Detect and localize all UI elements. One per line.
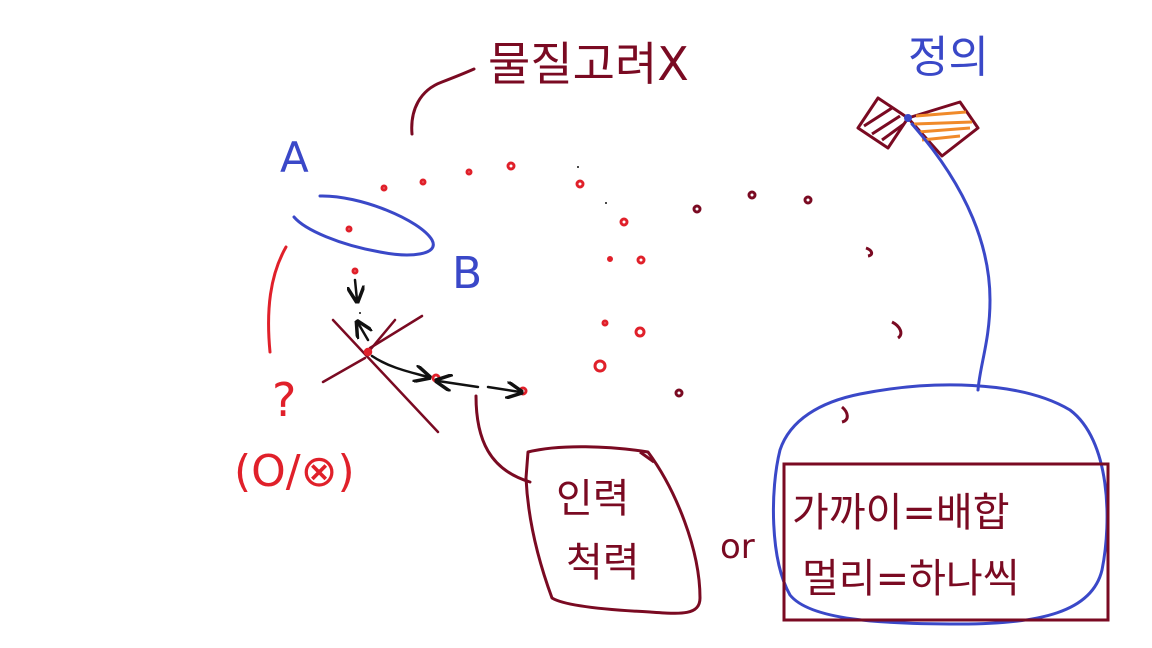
- label-a-group: A: [280, 133, 435, 257]
- cluster-line: [321, 356, 367, 384]
- bowtie-right-wing: [906, 100, 980, 158]
- particle-dot: [593, 359, 607, 373]
- rule-box-oval: [771, 383, 1109, 626]
- particle-dot: [619, 217, 629, 227]
- particle-hook: [865, 246, 874, 258]
- force-repulsion: 척력: [566, 540, 640, 586]
- rule-far: 멀리=하나씩: [802, 556, 1020, 602]
- rule-box: 가까이=배합 멀리=하나씩: [771, 383, 1110, 626]
- particle-dot: [607, 256, 613, 262]
- dark-particle-dots: [674, 190, 903, 424]
- tiny-dots: [359, 166, 607, 314]
- arrow-down: [355, 278, 357, 300]
- top-note: 물질고려X: [410, 37, 689, 136]
- cluster-line: [368, 318, 397, 352]
- particle-dot: [634, 326, 646, 338]
- tiny-dot: [577, 166, 579, 168]
- particle-dot: [351, 267, 359, 275]
- bowtie-orange: [915, 110, 967, 118]
- bowtie-orange: [913, 120, 973, 126]
- arrow-right: [486, 387, 520, 392]
- tiny-dot: [359, 312, 361, 314]
- arrow-up-left: [358, 323, 368, 342]
- particle-dot: [506, 161, 516, 171]
- particle-dot: [674, 388, 684, 398]
- tiny-dot: [605, 202, 607, 204]
- question-mark: ?: [272, 373, 296, 427]
- particle-dot: [380, 184, 388, 192]
- rule-near: 가까이=배합: [792, 490, 1010, 536]
- red-left-curve: [267, 245, 288, 354]
- bowtie-orange: [921, 134, 961, 142]
- particle-dot: [747, 190, 757, 200]
- cluster-center: [363, 347, 373, 357]
- force-box: 인력 척력: [524, 445, 702, 615]
- particle-dot: [345, 225, 353, 233]
- blue-connector: [910, 122, 992, 392]
- particle-dot: [575, 179, 585, 189]
- particle-dot: [518, 386, 528, 396]
- cluster-line: [368, 314, 424, 350]
- particle-hook: [840, 405, 849, 424]
- bowtie-left-wing: [856, 96, 910, 150]
- bowtie-hatch: [881, 122, 905, 142]
- particle-dot: [692, 204, 702, 214]
- bowtie-hatch: [863, 106, 893, 128]
- blue-loop-a: [292, 194, 435, 257]
- particle-dot: [803, 195, 813, 205]
- force-box-tick: [639, 450, 655, 464]
- top-right-word: 정의: [908, 32, 989, 83]
- force-attraction: 인력: [556, 476, 630, 522]
- top-note-text: 물질고려X: [488, 37, 689, 91]
- arrow-curve: [370, 354, 428, 377]
- bowtie-sketch-icon: [856, 96, 980, 158]
- cluster-line: [331, 318, 440, 434]
- top-note-curve: [410, 67, 476, 136]
- label-b: B: [452, 248, 482, 299]
- particle-dot: [636, 255, 646, 265]
- particle-dot: [601, 319, 609, 327]
- o-x-choice: (O/⊗): [234, 446, 355, 497]
- particle-dot: [465, 168, 473, 176]
- bowtie-orange: [917, 126, 971, 134]
- particle-hook: [891, 320, 903, 340]
- connector-to-force-box: [474, 394, 532, 484]
- rule-box-rect: [782, 462, 1110, 622]
- label-a: A: [280, 133, 309, 182]
- central-cluster: [321, 314, 440, 434]
- arrow-double: [438, 381, 480, 387]
- particle-dots: [345, 161, 646, 396]
- bowtie-hatch: [871, 114, 901, 136]
- force-arrows: [355, 278, 520, 392]
- force-box-outline: [524, 445, 702, 615]
- or-word: or: [720, 527, 755, 567]
- particle-dot: [419, 178, 427, 186]
- bowtie-center: [904, 114, 912, 122]
